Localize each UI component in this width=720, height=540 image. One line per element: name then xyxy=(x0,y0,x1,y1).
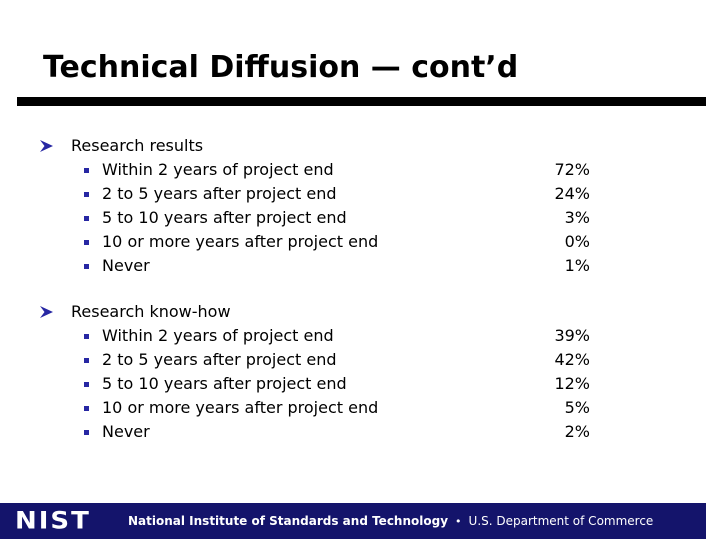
square-bullet-icon xyxy=(84,168,89,173)
list-item: Never 1% xyxy=(0,254,720,278)
list-item: 5 to 10 years after project end 3% xyxy=(0,206,720,230)
item-value: 5% xyxy=(564,398,590,417)
item-label: 5 to 10 years after project end xyxy=(102,208,347,227)
arrow-bullet-icon xyxy=(40,306,53,318)
list-item: Within 2 years of project end 39% xyxy=(0,324,720,348)
list-item: Never 2% xyxy=(0,420,720,444)
list-item: 2 to 5 years after project end 24% xyxy=(0,182,720,206)
square-bullet-icon xyxy=(84,430,89,435)
item-value: 42% xyxy=(554,350,590,369)
section-heading: Research results xyxy=(71,136,204,155)
item-label: 5 to 10 years after project end xyxy=(102,374,347,393)
footer-text: National Institute of Standards and Tech… xyxy=(128,514,653,529)
square-bullet-icon xyxy=(84,240,89,245)
footer-separator-dot: • xyxy=(455,515,462,528)
square-bullet-icon xyxy=(84,334,89,339)
square-bullet-icon xyxy=(84,406,89,411)
item-value: 0% xyxy=(564,232,590,251)
item-value: 12% xyxy=(554,374,590,393)
square-bullet-icon xyxy=(84,192,89,197)
title-rule xyxy=(17,97,706,106)
item-label: 2 to 5 years after project end xyxy=(102,184,337,203)
item-value: 3% xyxy=(564,208,590,227)
footer-dept-name: U.S. Department of Commerce xyxy=(468,514,654,528)
item-value: 72% xyxy=(554,160,590,179)
footer-org-name: National Institute of Standards and Tech… xyxy=(128,514,449,528)
section-research-know-how: Research know-how Within 2 years of proj… xyxy=(0,300,720,444)
square-bullet-icon xyxy=(84,264,89,269)
item-label: Within 2 years of project end xyxy=(102,326,334,345)
square-bullet-icon xyxy=(84,216,89,221)
item-value: 1% xyxy=(564,256,590,275)
item-label: 10 or more years after project end xyxy=(102,232,379,251)
list-item: 2 to 5 years after project end 42% xyxy=(0,348,720,372)
square-bullet-icon xyxy=(84,358,89,363)
list-item: Within 2 years of project end 72% xyxy=(0,158,720,182)
arrow-bullet-icon xyxy=(40,140,53,152)
list-item: 5 to 10 years after project end 12% xyxy=(0,372,720,396)
section-heading-row: Research results xyxy=(0,134,720,158)
list-item: 10 or more years after project end 5% xyxy=(0,396,720,420)
square-bullet-icon xyxy=(84,382,89,387)
item-label: Never xyxy=(102,256,150,275)
item-label: Within 2 years of project end xyxy=(102,160,334,179)
item-label: Never xyxy=(102,422,150,441)
footer-bar: NIST National Institute of Standards and… xyxy=(0,503,706,539)
nist-logo: NIST xyxy=(15,507,91,535)
item-value: 24% xyxy=(554,184,590,203)
item-label: 10 or more years after project end xyxy=(102,398,379,417)
item-value: 39% xyxy=(554,326,590,345)
section-heading: Research know-how xyxy=(71,302,231,321)
section-heading-row: Research know-how xyxy=(0,300,720,324)
item-label: 2 to 5 years after project end xyxy=(102,350,337,369)
item-value: 2% xyxy=(564,422,590,441)
list-item: 10 or more years after project end 0% xyxy=(0,230,720,254)
page-title: Technical Diffusion — cont’d xyxy=(43,50,519,85)
section-research-results: Research results Within 2 years of proje… xyxy=(0,134,720,278)
slide-body: Research results Within 2 years of proje… xyxy=(0,134,720,466)
